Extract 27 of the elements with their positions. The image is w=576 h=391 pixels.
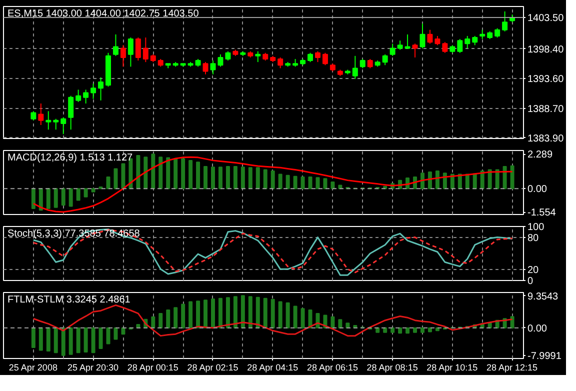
- y-tick-label: 0.00: [528, 323, 548, 334]
- y-tick-label: 0: [528, 276, 534, 287]
- chart-title: ES,M15 1403.00 1404.00 1402.75 1403.50: [8, 8, 200, 20]
- y-tick-label: 1398.40: [528, 44, 564, 56]
- chart-title: MACD(12,26,9) 1.513 1.127: [8, 152, 134, 164]
- x-tick-label: 28 Apr 00:15: [127, 362, 178, 372]
- x-tick-label: 28 Apr 02:15: [187, 362, 238, 372]
- y-tick-label: -1.554: [528, 208, 556, 218]
- y-tick-label: 20: [528, 265, 540, 276]
- x-tick-label: 28 Apr 10:15: [426, 362, 478, 372]
- x-tick-label: 28 Apr 12:15: [486, 362, 538, 372]
- y-tick-label: 1393.60: [528, 74, 564, 85]
- y-tick-label: 80: [528, 232, 540, 244]
- ref-line-label: 1403.50: [528, 13, 564, 24]
- x-tick-label: 28 Apr 06:15: [306, 362, 358, 372]
- x-tick-label: 25 Apr 2008: [8, 362, 58, 372]
- x-tick-label: 25 Apr 20:30: [68, 362, 119, 372]
- y-tick-label: 0.00: [528, 184, 548, 196]
- chart-title: FTLM-STLM 3.3245 2.4861: [8, 294, 131, 306]
- y-tick-label: 100: [528, 222, 545, 233]
- y-tick-label: -7.9991: [528, 350, 562, 362]
- y-tick-label: 9.3543: [528, 291, 559, 302]
- x-tick-label: 28 Apr 04:15: [247, 362, 298, 372]
- y-tick-label: 1388.70: [528, 104, 564, 115]
- y-tick-label: 1383.90: [528, 133, 564, 144]
- y-tick-label: 2.289: [528, 150, 553, 161]
- x-tick-label: 28 Apr 08:15: [366, 362, 418, 372]
